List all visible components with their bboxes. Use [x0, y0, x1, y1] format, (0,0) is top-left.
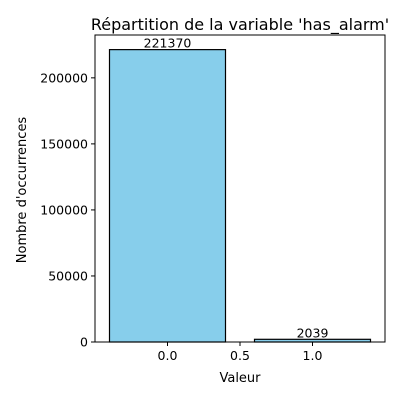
y-tick-label-4: 200000	[40, 70, 88, 85]
y-axis-label: Nombre d'occurrences	[15, 117, 30, 264]
x-tick-label-0: 0.0	[158, 348, 178, 363]
y-tick-label-3: 150000	[40, 136, 88, 151]
x-axis-label: Valeur	[219, 371, 261, 386]
y-tick-label-0: 0	[80, 335, 88, 350]
x-ticks-group: 0.0 0.5 1.0	[158, 342, 323, 363]
y-tick-label-2: 100000	[40, 202, 88, 217]
x-tick-label-2: 1.0	[303, 348, 323, 363]
chart-title: Répartition de la variable 'has_alarm'	[91, 15, 389, 35]
y-ticks-group: 0 50000 100000 150000 200000	[40, 70, 95, 350]
data-label-1: 2039	[297, 325, 329, 340]
y-tick-label-1: 50000	[48, 268, 88, 283]
x-tick-label-1: 0.5	[230, 348, 250, 363]
bars-group	[108, 49, 372, 343]
data-label-0: 221370	[144, 36, 192, 51]
bar-0	[108, 49, 227, 343]
data-labels-group: 221370 2039	[144, 36, 329, 341]
